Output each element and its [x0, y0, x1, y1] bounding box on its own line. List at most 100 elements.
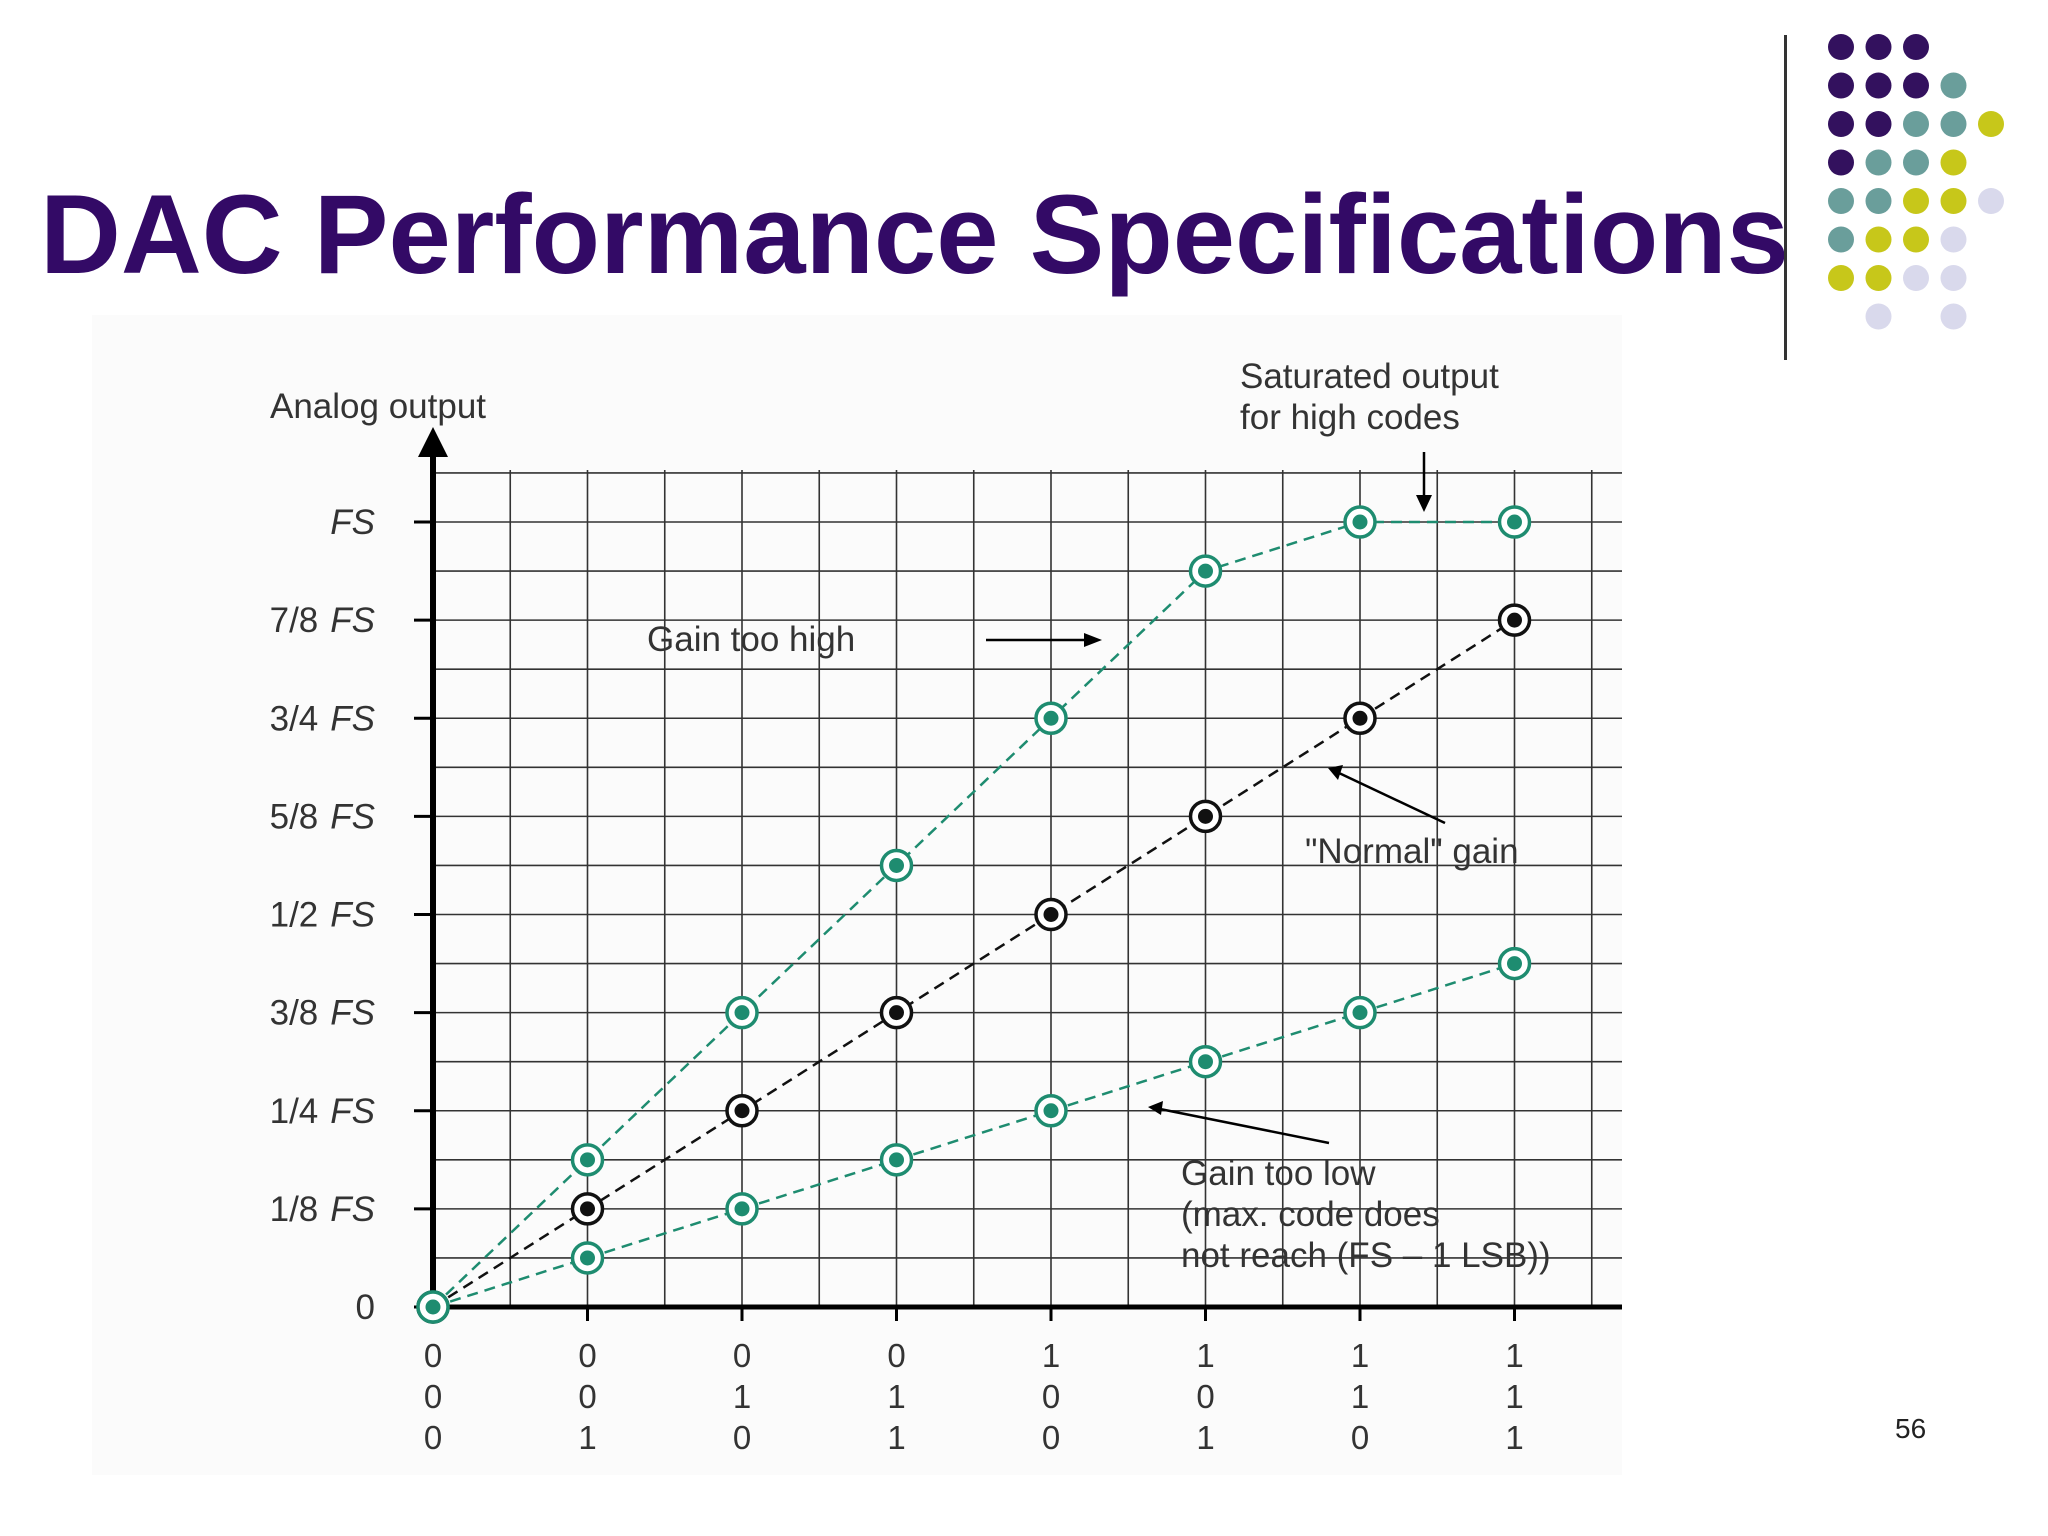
data-point-center [889, 857, 904, 873]
y-tick-unit: FS [330, 994, 375, 1033]
decorative-dot [1865, 72, 1892, 99]
data-point-center [734, 1201, 750, 1217]
annotation-arrow [1338, 771, 1446, 825]
x-code-bit: 1 [1505, 1419, 1523, 1456]
x-code-bit: 1 [1196, 1337, 1214, 1374]
y-tick-unit: FS [330, 699, 375, 738]
decorative-dot [1940, 72, 1967, 99]
annotation-arrowhead [1328, 765, 1343, 780]
y-tick-label: 1/8 FS [270, 1190, 375, 1229]
decorative-dot [1865, 149, 1892, 176]
decorative-dot [1903, 72, 1929, 99]
decorative-dot [1865, 265, 1892, 291]
decorative-dot [1903, 34, 1929, 60]
decorative-dot [1940, 265, 1967, 291]
decorative-dot [1903, 188, 1929, 214]
y-tick-label: FS [330, 503, 375, 542]
y-tick-fraction: 3/4 [270, 699, 319, 738]
data-point-center [1198, 1054, 1213, 1070]
x-code-bit: 0 [1351, 1419, 1369, 1456]
data-point-center [734, 1005, 750, 1021]
data-point-center [1198, 563, 1213, 579]
data-point-center [1507, 956, 1522, 972]
annotation-saturated: Saturated output [1240, 357, 1499, 396]
x-code-bit: 0 [887, 1337, 905, 1374]
data-point-center [734, 1103, 750, 1119]
decorative-dot [1828, 188, 1854, 214]
title-divider [1784, 35, 1787, 360]
decorative-dot [1828, 34, 1854, 60]
decorative-dot [1865, 34, 1892, 60]
x-code-bit: 1 [1505, 1337, 1523, 1374]
data-point-center [580, 1250, 595, 1266]
x-code-bit: 1 [733, 1378, 751, 1415]
decorative-dot [1865, 226, 1892, 253]
decorative-dot [1828, 149, 1854, 176]
decorative-dot [1978, 111, 2004, 137]
x-code-bit: 1 [1042, 1337, 1060, 1374]
decorative-dot [1828, 111, 1854, 137]
annotation-arrowhead [1416, 495, 1432, 512]
y-tick-label: 7/8 FS [270, 601, 375, 640]
annotation-gain-low: not reach (FS – 1 LSB)) [1181, 1236, 1551, 1275]
annotation-gain-high: Gain too high [647, 620, 855, 659]
annotation-gain-low: (max. code does [1181, 1195, 1440, 1234]
decorative-dot [1828, 265, 1854, 291]
y-tick-fraction: 5/8 [270, 797, 319, 836]
decorative-dot [1903, 226, 1929, 253]
data-point-center [580, 1201, 595, 1217]
annotation-arrow [1159, 1107, 1330, 1145]
decorative-dot [1903, 149, 1929, 176]
y-tick-label: 1/2 FS [270, 896, 375, 935]
slide-title: DAC Performance Specifications [40, 172, 1789, 297]
annotation-normal-gain: "Normal" gain [1305, 832, 1519, 871]
y-tick-unit: FS [330, 1092, 375, 1131]
x-code-bit: 0 [578, 1337, 596, 1374]
decorative-dot [1940, 303, 1967, 330]
x-code-bit: 0 [1042, 1419, 1060, 1456]
page-number: 56 [1895, 1413, 1927, 1444]
annotation-gain-low: Gain too low [1181, 1154, 1376, 1193]
data-point-center [1043, 907, 1059, 922]
y-tick-unit: FS [330, 1190, 375, 1229]
y-tick-label: 1/4 FS [270, 1092, 375, 1131]
series-line [432, 619, 1516, 1309]
data-point-center [889, 1005, 904, 1021]
x-code-bit: 0 [424, 1337, 442, 1374]
x-code-bit: 1 [1351, 1337, 1369, 1374]
decorative-dot [1828, 226, 1854, 253]
y-tick-unit: FS [330, 896, 375, 935]
x-code-bit: 1 [1351, 1378, 1369, 1415]
data-point-center [1507, 514, 1522, 530]
y-tick-unit: FS [330, 797, 375, 836]
series-line [432, 962, 1515, 1309]
decorative-dot-grid [1828, 34, 2004, 330]
data-point-center [580, 1152, 595, 1168]
y-tick-fraction: 7/8 [270, 601, 319, 640]
chart-figure: 0 1/8 FS 1/4 FS 3/8 FS 1/2 FS 5/8 FS 3/4 FS 7/8 FS FS 0 0… [92, 315, 1622, 1475]
data-point-center [1352, 710, 1368, 726]
x-code-bit: 0 [733, 1419, 751, 1456]
x-code-bit: 0 [424, 1378, 442, 1415]
y-tick-fraction: 1/2 [270, 896, 319, 935]
y-tick-unit: FS [330, 601, 375, 640]
x-code-bit: 1 [887, 1378, 905, 1415]
y-tick-fraction: 0 [356, 1288, 375, 1327]
data-point-center [1352, 1005, 1368, 1021]
x-code-bit: 1 [578, 1419, 596, 1456]
x-code-bit: 1 [887, 1419, 905, 1456]
y-tick-unit: FS [330, 503, 375, 542]
decorative-dot [1940, 111, 1967, 137]
decorative-dot [1903, 265, 1929, 291]
x-code-bit: 0 [1042, 1378, 1060, 1415]
dac-transfer-chart: 0 1/8 FS 1/4 FS 3/8 FS 1/2 FS 5/8 FS 3/4 FS 7/8 FS FS 0 0… [270, 357, 1622, 1456]
y-tick-fraction: 1/4 [270, 1092, 319, 1131]
annotation-arrowhead [1148, 1101, 1163, 1115]
data-point-center [1198, 808, 1213, 824]
x-code-bit: 0 [424, 1419, 442, 1456]
data-point-center [1352, 514, 1368, 530]
decorative-dot [1903, 111, 1929, 137]
y-axis-arrow [418, 427, 448, 457]
annotation-arrowhead [1084, 633, 1102, 647]
decorative-dot [1828, 72, 1854, 99]
